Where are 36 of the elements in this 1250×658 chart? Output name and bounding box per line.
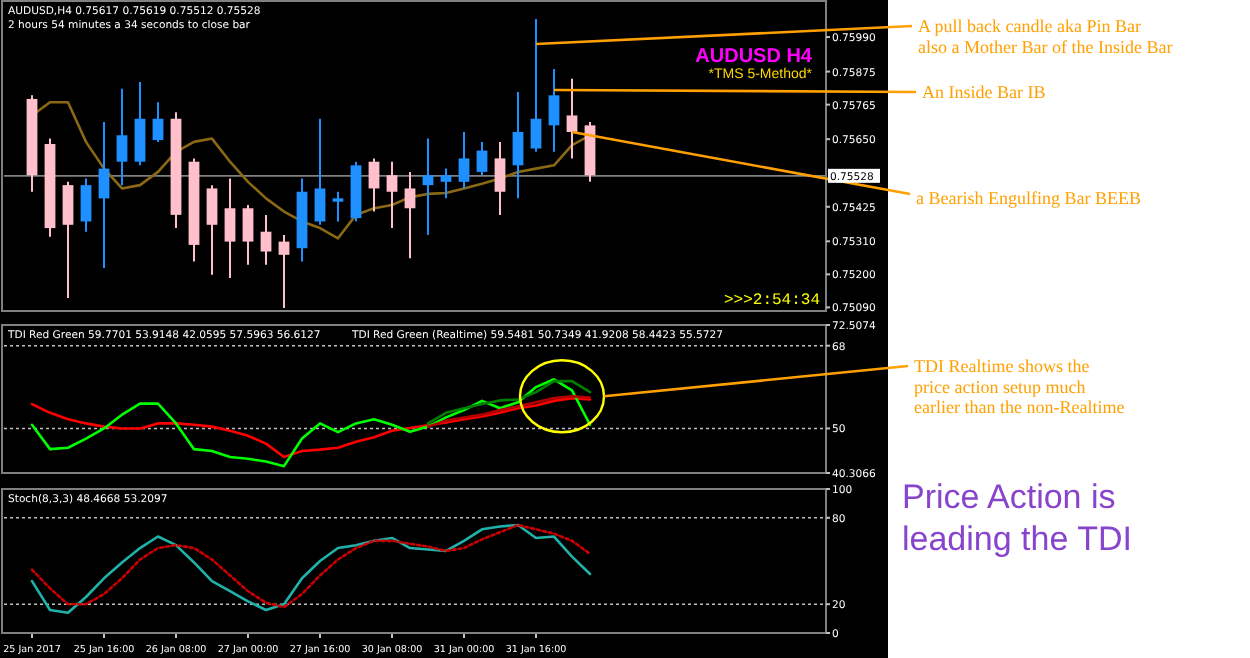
candlestick (314, 117, 326, 226)
text: TDI Realtime shows the price action setup much earlier than the non-Realtime (914, 356, 1125, 418)
candlestick (62, 180, 74, 300)
candlestick (422, 137, 434, 236)
candlestick (242, 203, 254, 266)
candlestick (494, 140, 506, 216)
candlestick (404, 170, 416, 260)
candlestick (134, 81, 146, 167)
candlestick (206, 184, 218, 276)
text: AUDUSD H4 (695, 46, 813, 68)
line-series (30, 377, 592, 468)
candlestick (512, 91, 524, 200)
candlestick (566, 77, 578, 160)
candlestick (530, 18, 542, 153)
line-series (426, 379, 592, 425)
candlestick (260, 213, 272, 266)
line-series (426, 394, 592, 428)
candlestick (152, 101, 164, 143)
line-series (30, 396, 592, 459)
candlestick (98, 121, 110, 270)
candlestick (440, 167, 452, 200)
text: Price Action is leading the TDI (902, 478, 1132, 558)
candlestick (368, 157, 380, 213)
candlestick (548, 67, 560, 153)
candlestick (278, 234, 290, 309)
candlestick (80, 177, 92, 233)
candlestick (224, 177, 236, 279)
text: A pull back candle aka Pin Bar also a Mother Bar of the Inside Bar (918, 16, 1173, 57)
text: An Inside Bar IB (922, 82, 1046, 102)
text: a Bearish Engulfing Bar BEEB (916, 188, 1141, 208)
candlestick (458, 130, 470, 190)
candlestick (332, 190, 344, 223)
candlestick (116, 87, 128, 187)
text: >>>2:54:34 (723, 292, 821, 310)
candlestick (476, 140, 488, 177)
candlestick (386, 160, 398, 230)
